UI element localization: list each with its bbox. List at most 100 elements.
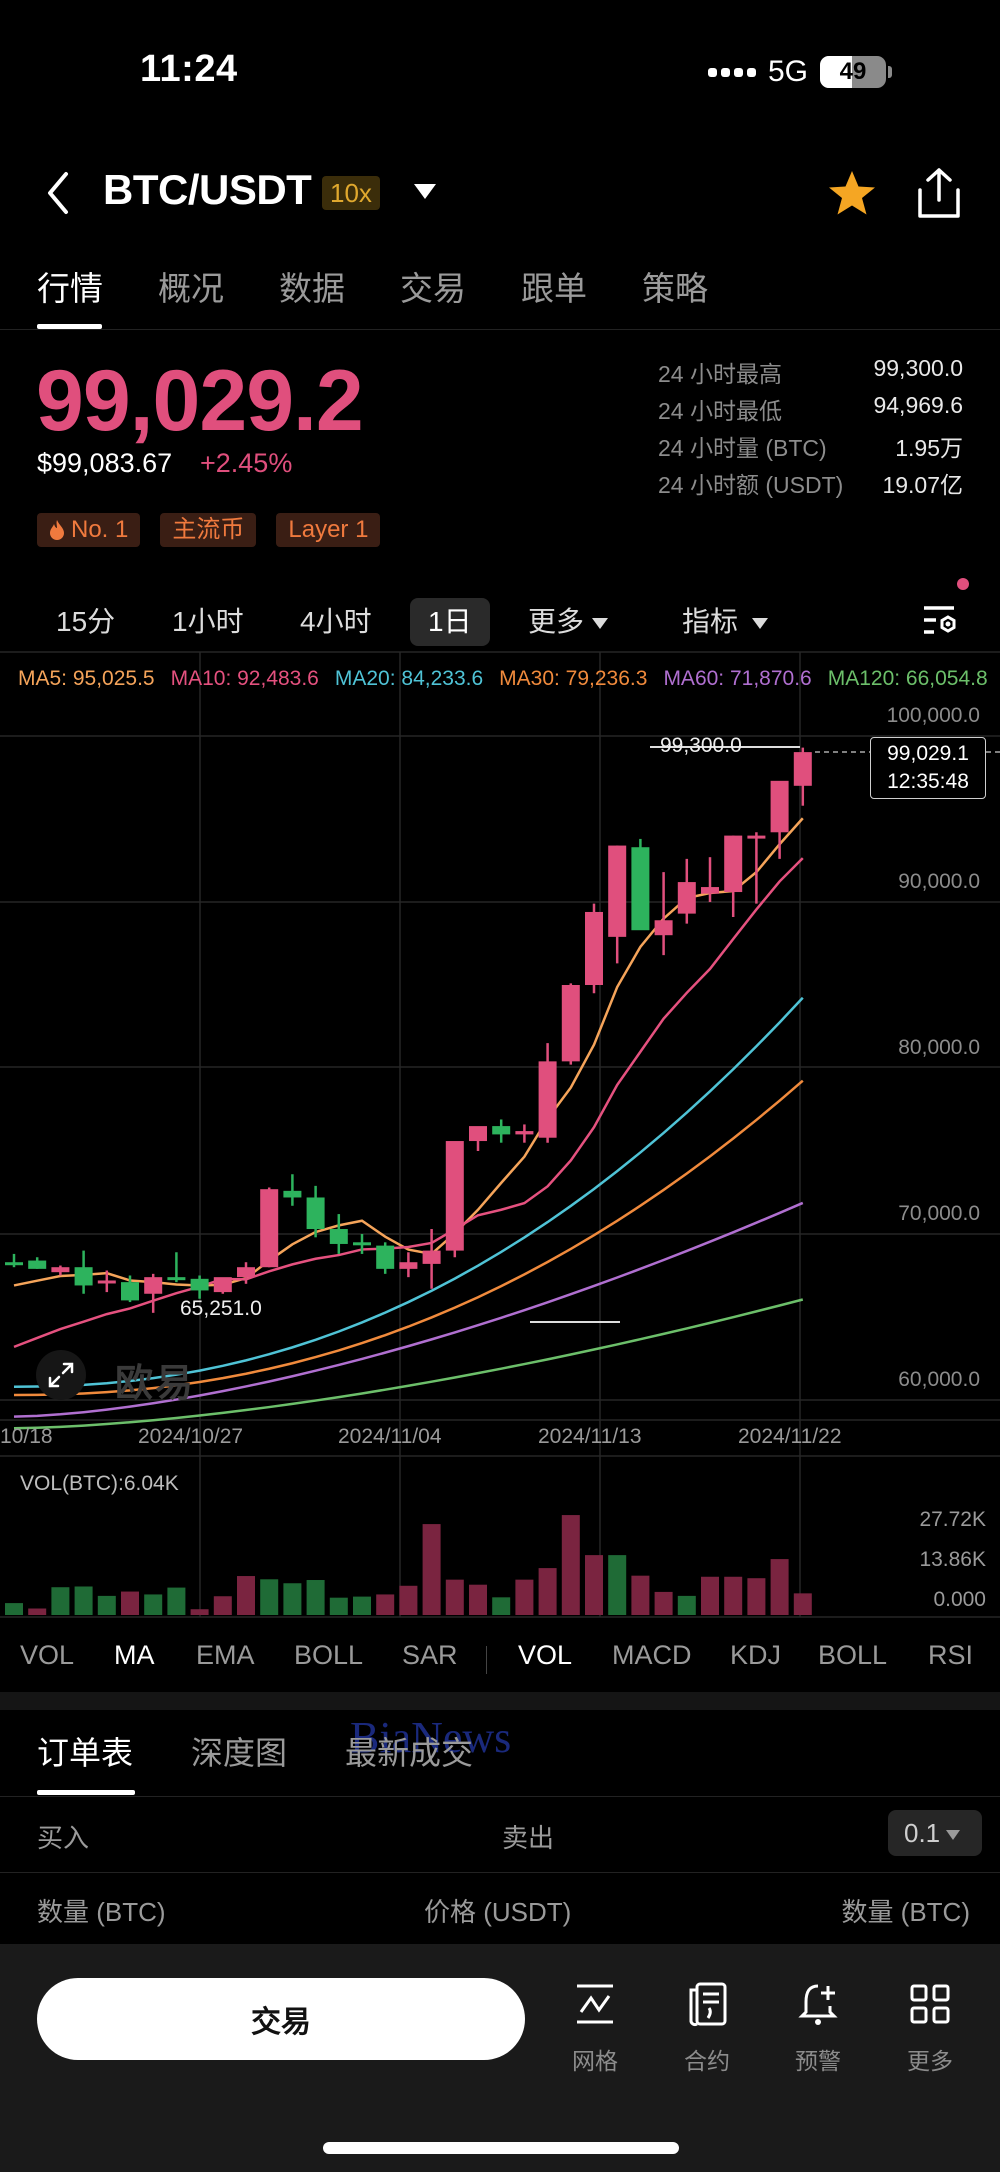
top-tab-bar: 行情 概况 数据 交易 跟单 策略 — [0, 262, 1000, 330]
more-button[interactable]: 更多 — [890, 1980, 970, 2076]
vol-tick: 27.72K — [919, 1508, 986, 1531]
main-ind-vol[interactable]: VOL — [20, 1640, 75, 1670]
timeframe-4h[interactable]: 4小时 — [300, 606, 372, 637]
y-tick: 90,000.0 — [898, 870, 980, 893]
tab-copy-trading[interactable]: 跟单 — [521, 270, 587, 307]
tag-list: No. 1 主流币 Layer 1 — [37, 513, 381, 547]
col-bid-qty: 数量 (BTC) — [37, 1897, 166, 1927]
favorite-star-icon[interactable] — [826, 168, 878, 220]
tab-order-book[interactable]: 订单表 — [37, 1735, 134, 1771]
fullscreen-button[interactable] — [36, 1350, 86, 1400]
active-tab-indicator — [37, 324, 102, 329]
grid-trading-button[interactable]: 网格 — [555, 1980, 635, 2076]
expand-arrows-icon — [48, 1362, 74, 1388]
network-type: 5G — [768, 55, 809, 88]
main-ind-ma[interactable]: MA — [114, 1640, 155, 1670]
chart-settings-icon[interactable] — [920, 600, 960, 640]
col-ask-qty: 数量 (BTC) — [841, 1897, 970, 1927]
cellular-signal-icon — [708, 67, 756, 77]
timeframe-1h[interactable]: 1小时 — [172, 606, 244, 637]
x-tick: 2024/11/04 — [338, 1425, 442, 1448]
home-indicator — [323, 2142, 679, 2154]
tab-market[interactable]: 行情 — [37, 270, 103, 307]
rank-badge[interactable]: No. 1 — [37, 513, 141, 547]
tab-trade[interactable]: 交易 — [400, 270, 466, 307]
bianews-watermark: BiaNews — [350, 1713, 512, 1762]
stat-24h-turnover: 24 小时额 (USDT) 19.07亿 — [658, 472, 963, 498]
pair-title[interactable]: BTC/USDT — [103, 166, 312, 213]
flame-icon — [50, 520, 64, 540]
sub-ind-boll[interactable]: BOLL — [818, 1640, 888, 1670]
chevron-down-icon — [592, 618, 609, 630]
kline-chart[interactable] — [0, 0, 1000, 1700]
sub-ind-kdj[interactable]: KDJ — [730, 1640, 782, 1670]
current-price-tag: 99,029.1 12:35:48 — [870, 737, 986, 799]
main-ind-sar[interactable]: SAR — [402, 1640, 458, 1670]
notification-dot — [957, 578, 969, 590]
trade-button[interactable]: 交易 — [37, 1978, 525, 2060]
low-marker-label: 65,251.0 — [180, 1297, 262, 1320]
timeframe-15m[interactable]: 15分 — [56, 606, 116, 637]
tab-data[interactable]: 数据 — [279, 270, 345, 307]
x-tick: 2024/11/22 — [738, 1425, 842, 1448]
okx-watermark: 欧易 — [115, 1363, 196, 1405]
main-ind-ema[interactable]: EMA — [196, 1640, 255, 1670]
back-chevron-icon[interactable] — [40, 168, 80, 218]
ma5-value: MA5: 95,025.5 — [18, 667, 155, 690]
battery-level: 49 — [839, 58, 867, 85]
y-tick: 80,000.0 — [898, 1036, 980, 1059]
pair-dropdown-caret-icon[interactable] — [414, 184, 436, 199]
high-marker-label: 99,300.0 — [660, 734, 742, 757]
usd-price: $99,083.67 — [37, 448, 173, 478]
ma120-value: MA120: 66,054.8 — [827, 667, 988, 690]
contract-icon — [689, 1982, 727, 2027]
chevron-down-icon — [752, 618, 769, 630]
tab-overview[interactable]: 概况 — [158, 270, 224, 307]
rank-badge-label: No. 1 — [71, 516, 129, 543]
stat-24h-volume: 24 小时量 (BTC) 1.95万 — [658, 435, 963, 461]
tab-latest-trades[interactable]: 最新成交 — [345, 1735, 474, 1771]
leverage-badge: 10x — [322, 176, 380, 210]
col-price: 价格 (USDT) — [424, 1897, 572, 1927]
indicators-dropdown[interactable]: 指标 — [682, 598, 769, 646]
indicator-bar: VOL MA EMA BOLL SAR VOL MACD KDJ BOLL RS… — [0, 1632, 1000, 1680]
sub-ind-rsi[interactable]: RSI — [928, 1640, 974, 1670]
indicator-divider — [486, 1646, 487, 1674]
category-badge-mainstream[interactable]: 主流币 — [160, 513, 257, 547]
share-icon[interactable] — [914, 166, 964, 220]
ma-legend: MA5: 95,025.5 MA10: 92,483.6 MA20: 84,233.… — [18, 664, 988, 693]
volume-title: VOL(BTC):6.04K — [20, 1472, 179, 1495]
depth-precision-select[interactable]: 0.1 — [888, 1810, 982, 1856]
stat-24h-high: 24 小时最高 99,300.0 — [658, 355, 963, 387]
sell-label: 卖出 — [502, 1823, 555, 1853]
buy-label: 买入 — [37, 1823, 90, 1853]
x-tick: 2024/11/13 — [538, 1425, 642, 1448]
apps-icon — [910, 1984, 950, 2024]
sub-ind-vol[interactable]: VOL — [518, 1640, 573, 1670]
battery-icon: 49 — [820, 56, 887, 88]
grid-strategy-icon — [577, 1984, 613, 2024]
status-icons: 5G 49 — [708, 55, 893, 89]
ma10-value: MA10: 92,483.6 — [170, 667, 319, 690]
tab-depth-chart[interactable]: 深度图 — [191, 1735, 288, 1771]
bell-plus-icon — [798, 1984, 838, 2025]
main-ind-boll[interactable]: BOLL — [294, 1640, 364, 1670]
x-tick: 10/18 — [0, 1425, 53, 1448]
y-tick: 70,000.0 — [898, 1202, 980, 1225]
status-time: 11:24 — [140, 48, 238, 90]
vol-tick: 13.86K — [919, 1548, 986, 1571]
chevron-down-icon — [946, 1830, 961, 1841]
sub-ind-macd[interactable]: MACD — [612, 1640, 692, 1670]
price-alert-button[interactable]: 预警 — [778, 1980, 858, 2076]
category-badge-layer1[interactable]: Layer 1 — [276, 513, 381, 547]
24h-stats: 24 小时最高 99,300.0 24 小时最低 94,969.6 24 小时量 (… — [658, 355, 963, 503]
y-tick: 100,000.0 — [886, 704, 980, 727]
vol-tick: 0.000 — [933, 1588, 986, 1611]
section-divider — [0, 1692, 1000, 1710]
ma30-value: MA30: 79,236.3 — [499, 667, 648, 690]
timeframe-more-dropdown[interactable]: 更多 — [528, 598, 609, 646]
contract-button[interactable]: 合约 — [667, 1980, 747, 2076]
x-tick: 2024/10/27 — [138, 1425, 244, 1448]
timeframe-1d[interactable]: 1日 — [410, 598, 490, 646]
tab-strategy[interactable]: 策略 — [642, 270, 708, 307]
